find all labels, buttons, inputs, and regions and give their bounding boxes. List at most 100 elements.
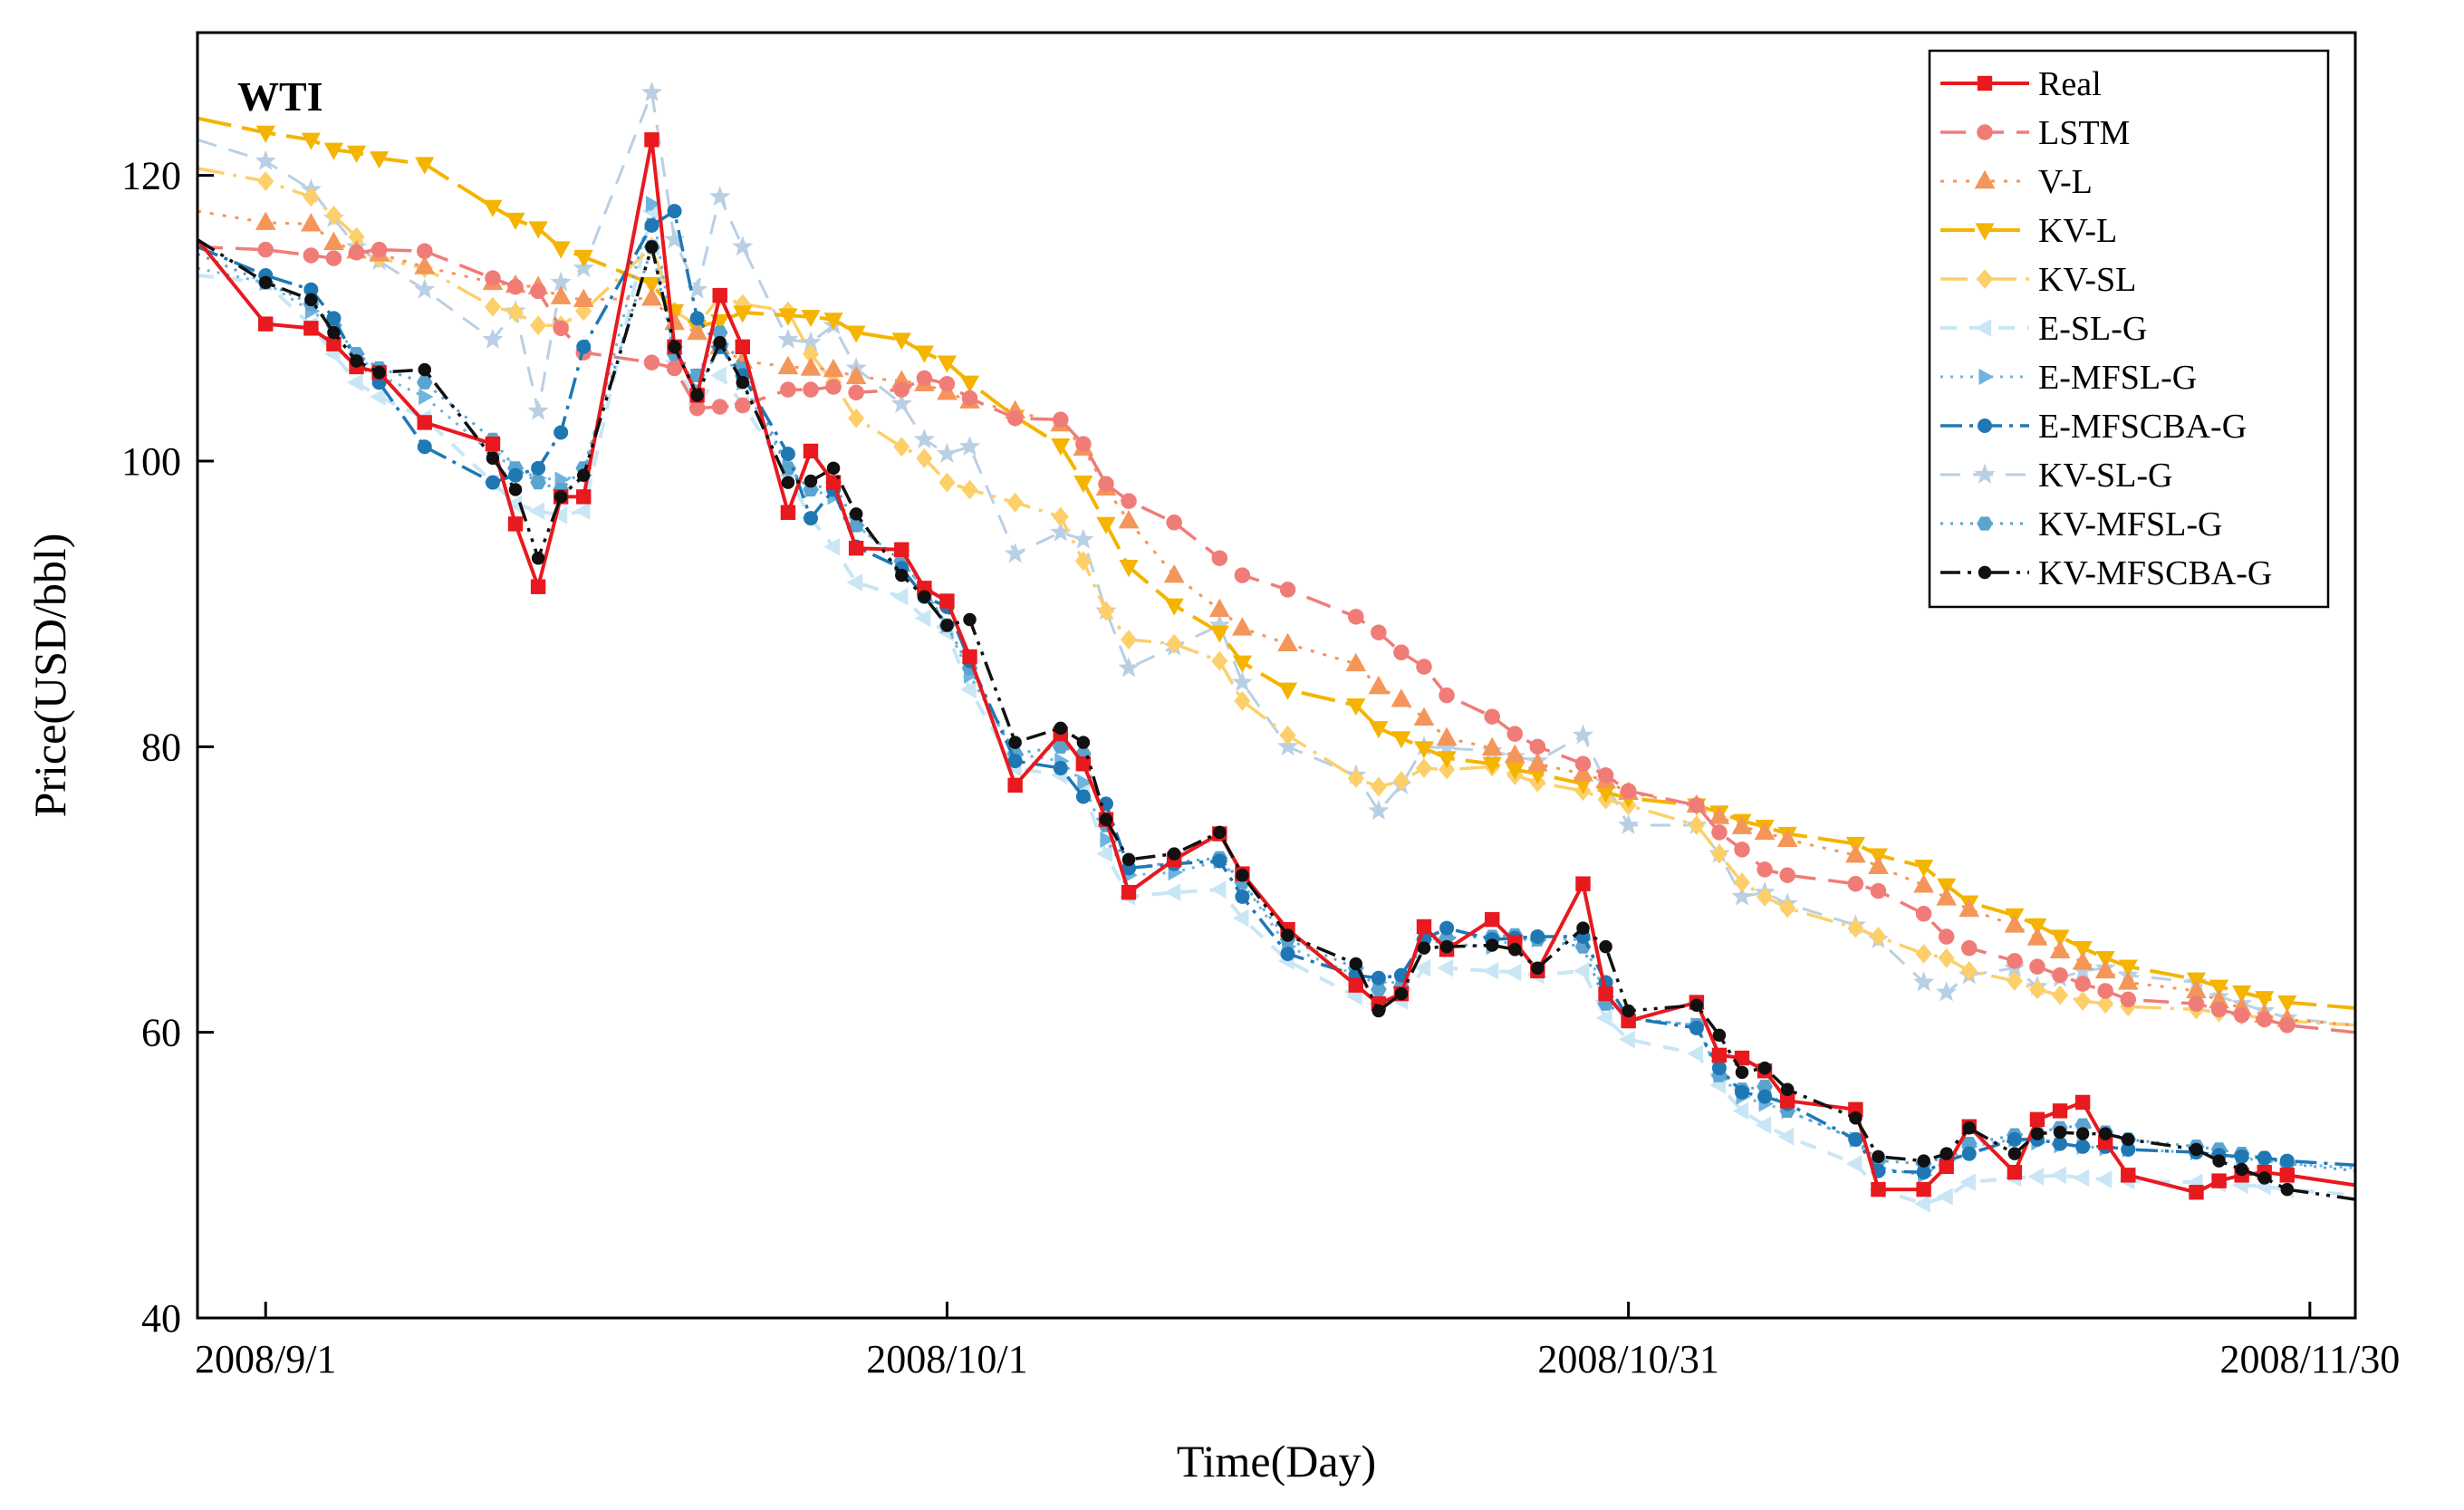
data-point — [346, 373, 363, 392]
data-point — [2277, 995, 2297, 1013]
data-point — [914, 609, 931, 628]
data-point — [2075, 1139, 2091, 1154]
data-point — [2050, 1166, 2067, 1185]
legend-marker — [1975, 223, 1995, 241]
data-point — [1847, 875, 1864, 892]
data-point — [1688, 815, 1705, 836]
data-point — [553, 425, 569, 440]
data-point — [1437, 751, 1457, 769]
data-point — [1348, 977, 1363, 993]
data-point — [1052, 506, 1069, 527]
data-point — [573, 288, 594, 308]
data-point — [1708, 805, 1730, 824]
data-point — [1232, 909, 1249, 928]
data-point — [1915, 943, 1932, 964]
data-point — [666, 360, 683, 377]
data-point — [2007, 1131, 2022, 1147]
data-point — [1118, 509, 1140, 529]
data-point — [2279, 1168, 2295, 1183]
data-point — [1372, 1004, 1386, 1018]
data-point — [1008, 736, 1022, 749]
data-point — [1482, 756, 1502, 774]
data-point — [2074, 990, 2092, 1011]
data-point — [688, 399, 706, 417]
data-point — [2212, 1154, 2226, 1168]
data-point — [2279, 1017, 2296, 1034]
data-point — [1597, 767, 1614, 784]
data-point — [1276, 736, 1299, 756]
data-point — [2074, 976, 2091, 992]
data-point — [1871, 1181, 1886, 1197]
data-point — [1915, 906, 1932, 922]
data-point — [323, 231, 344, 250]
data-point — [712, 287, 727, 303]
data-point — [1279, 725, 1296, 745]
data-point — [1936, 981, 1958, 1002]
data-point — [2027, 918, 2047, 936]
data-point — [668, 340, 681, 354]
data-point — [1505, 963, 1522, 982]
data-point — [963, 612, 977, 627]
data-point — [825, 475, 842, 490]
data-point — [2232, 985, 2252, 1003]
data-point — [1166, 515, 1182, 531]
legend-marker — [1975, 319, 1992, 337]
data-point — [1371, 970, 1386, 986]
data-point — [1779, 867, 1795, 883]
data-point — [1757, 886, 1774, 907]
data-point — [1506, 726, 1524, 742]
data-point — [2094, 959, 2116, 979]
data-point — [1368, 675, 1390, 695]
data-point — [1936, 887, 1958, 906]
data-point — [303, 187, 320, 207]
data-point — [1938, 947, 1955, 968]
data-point — [258, 316, 274, 332]
data-point — [2049, 939, 2071, 958]
data-point — [735, 339, 750, 355]
data-point — [527, 399, 549, 420]
data-point — [1731, 885, 1753, 906]
data-point — [1574, 755, 1592, 773]
data-point — [508, 467, 524, 483]
data-point — [1076, 736, 1091, 749]
data-point — [1960, 960, 1978, 981]
data-point — [777, 355, 799, 375]
legend-label: E-MFSCBA-G — [2038, 408, 2247, 446]
data-point — [1508, 942, 1522, 957]
legend-marker — [1978, 418, 1992, 433]
data-point — [2095, 1170, 2113, 1188]
data-point — [1916, 1165, 1931, 1180]
data-point — [1436, 726, 1458, 746]
data-point — [1234, 567, 1251, 583]
data-point — [1847, 918, 1864, 938]
legend-marker — [1978, 565, 1992, 580]
data-point — [2117, 971, 2139, 990]
data-point — [530, 476, 546, 490]
data-point — [2072, 951, 2093, 970]
data-point — [1962, 1121, 1976, 1135]
data-point — [1120, 630, 1138, 650]
data-point — [2210, 1001, 2228, 1018]
data-point — [1277, 682, 1298, 700]
data-point — [326, 311, 342, 326]
data-point — [895, 568, 909, 582]
data-point — [485, 436, 501, 452]
data-point — [483, 199, 503, 217]
data-point — [803, 381, 819, 398]
data-point — [1209, 880, 1227, 899]
data-point — [690, 389, 704, 402]
data-point — [1075, 789, 1091, 804]
legend-label: KV-MFSCBA-G — [2038, 554, 2272, 592]
data-point — [486, 451, 500, 466]
data-point — [1735, 1084, 1750, 1100]
data-point — [2097, 994, 2114, 1015]
data-point — [916, 370, 933, 387]
data-point — [1349, 957, 1363, 971]
data-point — [1734, 1050, 1750, 1066]
data-point — [485, 270, 501, 286]
data-point — [713, 335, 727, 350]
legend-label: Real — [2038, 65, 2102, 103]
data-point — [1868, 855, 1889, 874]
data-point — [937, 355, 958, 373]
data-point — [1914, 860, 1934, 878]
